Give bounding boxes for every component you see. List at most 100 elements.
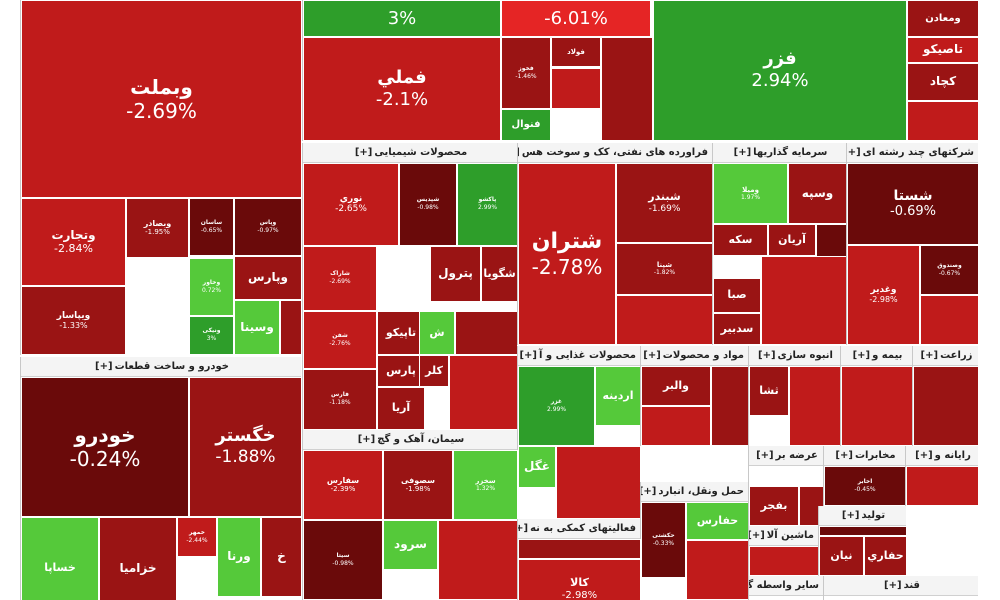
sector-header[interactable]: فعالیتهای کمکی به نه[+] (518, 519, 640, 539)
stock-tile[interactable]: حفارس (686, 502, 749, 540)
stock-tile[interactable]: اخابر -0.45% (824, 466, 906, 506)
sector-header[interactable]: رایانه و[+] (906, 446, 978, 466)
minor-tile[interactable] (616, 295, 713, 345)
expand-icon[interactable]: [+] (915, 450, 933, 461)
stock-tile[interactable]: فنوال (501, 109, 551, 141)
stock-tile[interactable]: والبر (641, 366, 711, 406)
minor-tile[interactable] (280, 300, 302, 355)
expand-icon[interactable]: [+] (733, 147, 752, 158)
stock-tile[interactable]: کچاد (907, 63, 979, 101)
stock-tile[interactable]: کالا -2.98% (518, 559, 641, 600)
sector-header[interactable]: سیمان، آهک و گچ[+] (303, 430, 517, 450)
stock-tile[interactable]: ویپاسار -1.33% (21, 286, 126, 355)
minor-tile[interactable] (841, 366, 913, 446)
expand-icon[interactable]: [+] (841, 510, 860, 521)
stock-tile[interactable]: پارس (377, 355, 425, 387)
expand-icon[interactable]: [+] (749, 530, 765, 541)
stock-tile[interactable]: پترول (430, 246, 481, 302)
stock-tile[interactable]: شپدیس -0.98% (399, 163, 457, 246)
sector-header[interactable]: سایر واسطه گر[+] (749, 576, 823, 596)
sector-header[interactable]: حمل ونقل، انبارد[+] (641, 482, 748, 502)
stock-tile[interactable]: ومیلا 1.97% (713, 163, 788, 224)
stock-tile[interactable]: شاراک -2.69% (303, 246, 377, 311)
minor-tile[interactable] (601, 37, 653, 141)
stock-tile[interactable]: فملي -2.1% (303, 37, 501, 141)
expand-icon[interactable]: [+] (518, 523, 529, 534)
stock-tile[interactable]: خزامیا (99, 517, 177, 600)
sector-header[interactable]: انبوه سازی[+] (749, 346, 840, 366)
stock-tile[interactable]: وپارس (234, 256, 302, 300)
expand-icon[interactable]: [+] (884, 580, 902, 591)
sector-header[interactable]: تولید[+] (819, 506, 906, 526)
stock-tile[interactable]: ش (419, 311, 455, 355)
minor-tile[interactable] (641, 406, 711, 446)
minor-tile[interactable] (761, 256, 847, 345)
stock-tile[interactable]: شپنا -1.82% (616, 243, 713, 295)
sector-header[interactable]: قند[+] (824, 576, 978, 596)
expand-icon[interactable]: [+] (641, 486, 657, 497)
stock-tile[interactable]: وسینا (234, 300, 280, 355)
stock-tile[interactable]: ومعادن (907, 0, 979, 37)
minor-tile[interactable] (686, 540, 749, 600)
stock-tile[interactable]: سصوفی -1.98% (383, 450, 453, 520)
stock-tile[interactable]: شگویا (481, 246, 518, 302)
stock-tile[interactable]: -6.01% (501, 0, 651, 37)
minor-tile[interactable] (455, 311, 518, 355)
stock-tile[interactable]: شفن -2.76% (303, 311, 377, 369)
expand-icon[interactable]: [+] (835, 450, 853, 461)
stock-tile[interactable]: فزر 2.94% (653, 0, 907, 141)
stock-tile[interactable]: وتجارت -2.84% (21, 198, 126, 286)
sector-header[interactable]: فراورده های نفتی، کک و سوخت هس[+] (518, 143, 712, 163)
stock-tile[interactable]: ساسان -0.65% (189, 198, 234, 256)
expand-icon[interactable]: [+] (920, 350, 939, 361)
minor-tile[interactable] (449, 355, 518, 430)
expand-icon[interactable]: [+] (852, 350, 871, 361)
stock-tile[interactable]: وبملت -2.69% (21, 0, 302, 198)
sector-header[interactable]: زراعت[+] (913, 346, 978, 366)
sector-header[interactable]: سرمایه گذاریها[+] (713, 143, 846, 163)
minor-tile[interactable] (551, 67, 601, 109)
stock-tile[interactable]: وپاس -0.97% (234, 198, 302, 256)
stock-tile[interactable]: حفاري (864, 536, 907, 576)
stock-tile[interactable]: اردینه (595, 366, 641, 426)
expand-icon[interactable]: [+] (95, 361, 113, 372)
sector-header[interactable]: محصولات غذایی و آ[+] (518, 346, 640, 366)
stock-tile[interactable]: ثشا (749, 366, 789, 416)
sector-header[interactable]: عرضه بر[+] (749, 446, 823, 466)
minor-tile[interactable] (711, 366, 749, 446)
minor-tile[interactable] (749, 546, 819, 576)
stock-tile[interactable]: سدبیر (713, 313, 761, 345)
minor-tile[interactable] (556, 446, 641, 519)
stock-tile[interactable]: پاکشو 2.99% (457, 163, 518, 246)
sector-header[interactable]: شرکتهای چند رشته ای[+] (847, 143, 978, 163)
expand-icon[interactable]: [+] (756, 450, 774, 461)
stock-tile[interactable]: شتران -2.78% (518, 163, 616, 345)
stock-tile[interactable]: خساپا (21, 517, 99, 600)
stock-tile[interactable]: آریا (377, 387, 425, 430)
expand-icon[interactable]: [+] (758, 350, 776, 361)
stock-tile[interactable]: ورنا (217, 517, 261, 597)
stock-tile[interactable]: آریان (768, 224, 816, 256)
stock-tile[interactable]: خگستر -1.88% (189, 377, 302, 517)
stock-tile[interactable]: سفارس -2.39% (303, 450, 383, 520)
stock-tile[interactable]: تاصیکو (907, 37, 979, 63)
sector-header[interactable]: مواد و محصولات[+] (641, 346, 748, 366)
expand-icon[interactable]: [+] (518, 143, 520, 162)
minor-tile[interactable] (819, 526, 907, 536)
sector-header[interactable]: خودرو و ساخت قطعات[+] (21, 357, 301, 377)
stock-tile[interactable]: وخاور 0.72% (189, 258, 234, 316)
expand-icon[interactable]: [+] (354, 147, 373, 158)
stock-tile[interactable]: تاپیکو (377, 311, 425, 355)
stock-tile[interactable]: بفجر (749, 486, 799, 526)
minor-tile[interactable] (789, 366, 841, 446)
stock-tile[interactable]: نیان (819, 536, 864, 576)
stock-tile[interactable]: شبندر -1.69% (616, 163, 713, 243)
stock-tile[interactable]: وصندوق -0.67% (920, 245, 979, 295)
stock-tile[interactable]: خودرو -0.24% (21, 377, 189, 517)
minor-tile[interactable] (518, 539, 641, 559)
stock-tile[interactable]: فارس -1.18% (303, 369, 377, 430)
stock-tile[interactable]: خمهر -2.44% (177, 517, 217, 557)
expand-icon[interactable]: [+] (643, 350, 661, 361)
minor-tile[interactable] (438, 520, 518, 600)
stock-tile[interactable]: سخزر 1.32% (453, 450, 518, 520)
